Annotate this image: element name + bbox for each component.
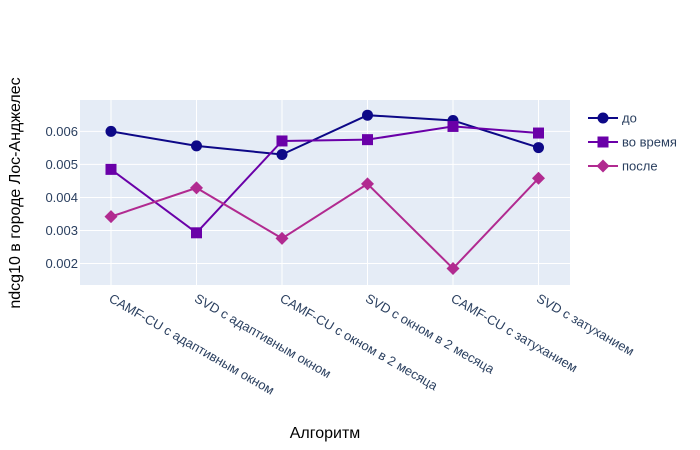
data-point-diamond bbox=[532, 171, 545, 185]
x-tick-label: CAMF-CU с окном в 2 месяца bbox=[278, 291, 441, 394]
series-3 bbox=[104, 171, 545, 275]
data-point-square bbox=[533, 127, 544, 139]
series-1 bbox=[105, 109, 544, 161]
legend: до во время после bbox=[588, 111, 677, 174]
series-layer bbox=[104, 109, 545, 275]
data-point-diamond bbox=[446, 261, 460, 275]
x-tick-label: CAMF-CU с адаптивным окном bbox=[107, 291, 278, 398]
legend-item[interactable]: после bbox=[588, 159, 658, 174]
legend-marker-diamond bbox=[596, 159, 610, 173]
data-point-square bbox=[105, 163, 117, 175]
data-point-square bbox=[447, 120, 459, 132]
data-point-square bbox=[191, 227, 202, 239]
data-point-diamond bbox=[190, 181, 203, 195]
legend-marker-circle bbox=[597, 112, 609, 124]
data-point-circle bbox=[105, 125, 117, 137]
legend-item[interactable]: во время bbox=[588, 135, 677, 150]
data-point-square bbox=[362, 134, 373, 146]
data-point-square bbox=[276, 135, 288, 147]
data-point-circle bbox=[362, 109, 373, 121]
y-tick-label: 0.004 bbox=[45, 190, 78, 205]
series-line bbox=[110, 125, 539, 235]
plot-background bbox=[80, 100, 570, 285]
data-point-diamond bbox=[361, 177, 374, 191]
y-tick-label: 0.005 bbox=[45, 157, 78, 172]
legend-marker-square bbox=[597, 136, 609, 148]
y-tick-label: 0.003 bbox=[45, 223, 78, 238]
data-point-diamond bbox=[275, 231, 289, 245]
series-line bbox=[110, 114, 539, 156]
data-point-circle bbox=[191, 140, 202, 152]
y-axis-title: ndcg10 в городе Лос-Анджелес bbox=[7, 77, 24, 308]
x-tick-label: SVD с адаптивным окном bbox=[192, 291, 334, 382]
data-point-circle bbox=[533, 142, 544, 154]
y-tick-label: 0.006 bbox=[45, 124, 78, 139]
series-line bbox=[110, 177, 540, 270]
legend-label: до bbox=[622, 111, 637, 126]
y-tick-label: 0.002 bbox=[45, 256, 78, 271]
legend-label: после bbox=[622, 159, 658, 174]
x-axis-title: Алгоритм bbox=[290, 425, 361, 442]
series-2 bbox=[105, 120, 544, 239]
data-point-diamond bbox=[104, 210, 118, 224]
legend-item[interactable]: до bbox=[588, 111, 637, 126]
legend-label: во время bbox=[622, 135, 677, 150]
data-point-circle bbox=[276, 149, 288, 161]
y-axis-ticks: 0.002 0.003 0.004 0.005 0.006 bbox=[45, 124, 78, 271]
